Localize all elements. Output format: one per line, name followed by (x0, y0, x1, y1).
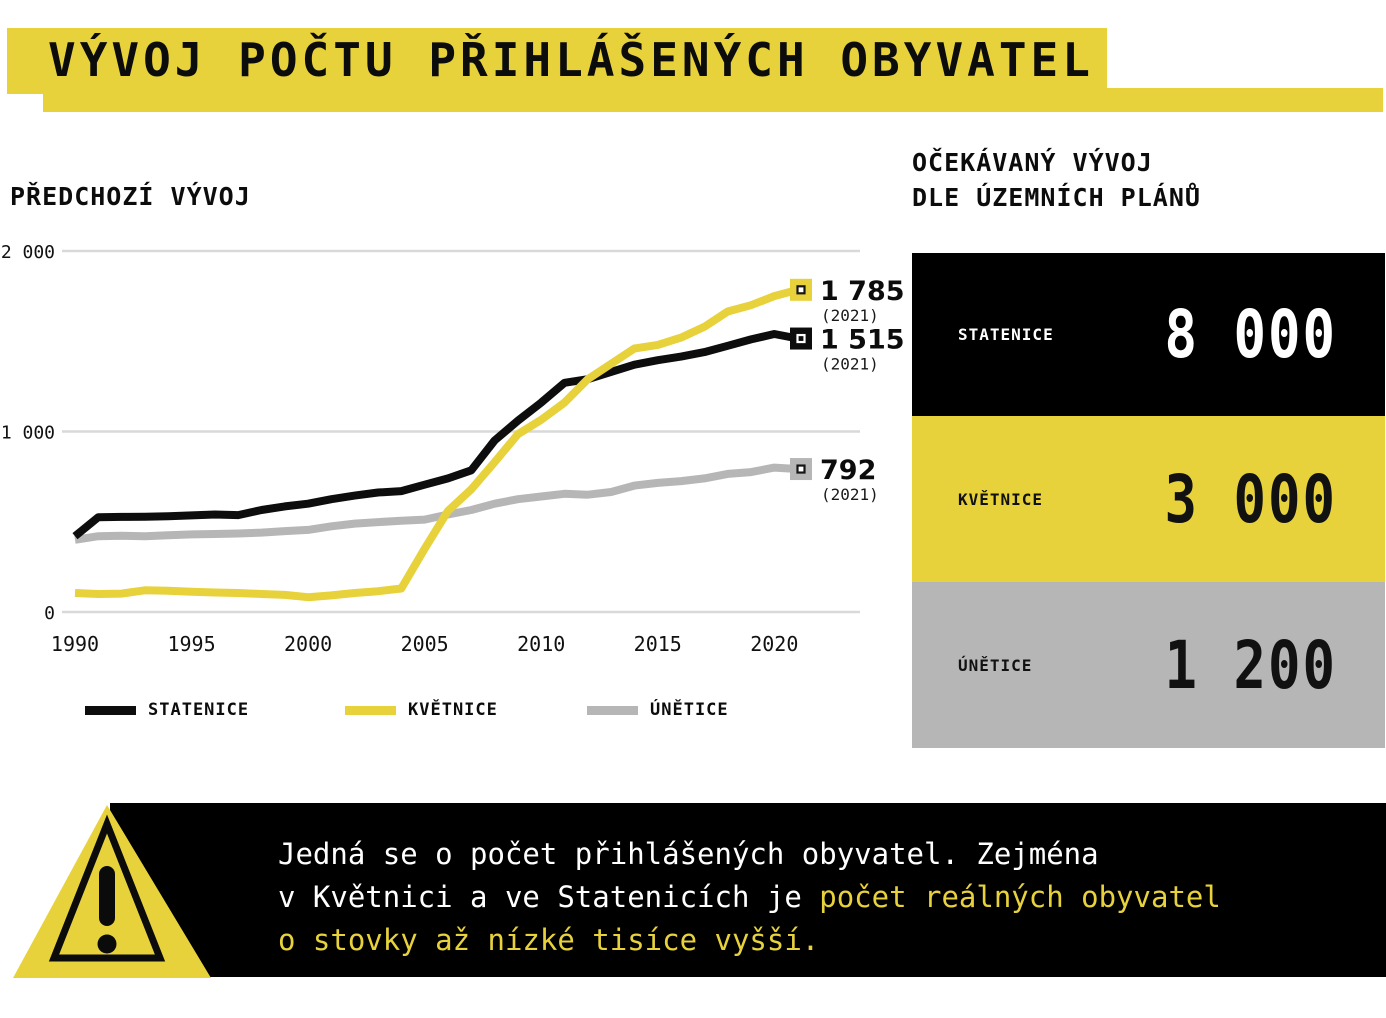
y-tick-label: 1 000 (1, 423, 55, 444)
expected-panel-title: OČEKÁVANÝ VÝVOJ DLE ÚZEMNÍCH PLÁNŮ (912, 145, 1201, 215)
end-value-label: 792 (820, 455, 876, 486)
expected-population-value: 3 000 (1164, 460, 1337, 538)
end-marker-inner (796, 285, 806, 295)
legend-swatch-statenice (85, 705, 136, 715)
municipality-name: ÚNĚTICE (958, 655, 1033, 675)
x-tick-label: 2010 (517, 632, 565, 656)
end-marker-inner (796, 464, 806, 474)
warning-text: Jedná se o počet přihlášených obyvatel. … (278, 833, 1221, 962)
x-tick-label: 1995 (167, 632, 215, 656)
title-banner (7, 28, 1107, 94)
warning-line: v Květnici a ve Statenicích je počet reá… (278, 880, 1221, 914)
x-tick-label: 2005 (401, 632, 449, 656)
x-tick-label: 2020 (750, 632, 798, 656)
y-tick-label: 0 (44, 603, 55, 624)
municipality-name: STATENICE (958, 325, 1054, 344)
warning-triangle-icon (13, 805, 211, 978)
end-value-caption: (2021) (821, 355, 879, 374)
series-line-květnice (74, 285, 799, 602)
end-value-label: 1 515 (820, 325, 905, 356)
legend-label: ÚNĚTICE (650, 700, 729, 720)
warning-line: Jedná se o počet přihlášených obyvatel. … (278, 837, 1099, 871)
y-tick-label: 2 000 (1, 242, 55, 263)
expected-population-value: 8 000 (1164, 296, 1337, 373)
end-marker-statenice (790, 327, 812, 350)
end-value-caption: (2021) (821, 485, 879, 504)
expected-title-line2: DLE ÚZEMNÍCH PLÁNŮ (912, 183, 1201, 212)
legend-label: KVĚTNICE (408, 700, 498, 720)
warning-line: o stovky až nízké tisíce vyšší. (278, 923, 820, 957)
legend-label: STATENICE (148, 700, 250, 720)
expected-population-value: 1 200 (1164, 626, 1337, 704)
end-value-label: 1 785 (820, 276, 905, 307)
municipality-name: KVĚTNICE (958, 489, 1044, 509)
warning-banner (110, 803, 1386, 977)
expected-title-line1: OČEKÁVANÝ VÝVOJ (912, 148, 1153, 177)
x-tick-label: 2000 (284, 632, 332, 656)
x-tick-label: 2015 (634, 632, 682, 656)
legend-item-statenice: STATENICE (85, 699, 249, 721)
legend-item-unetice: ÚNĚTICE (587, 699, 729, 721)
expected-block-kvetnice: KVĚTNICE 3 000 (912, 416, 1385, 582)
end-value-caption: (2021) (821, 306, 879, 325)
x-tick-label: 1990 (51, 632, 99, 656)
legend-item-kvetnice: KVĚTNICE (345, 699, 498, 721)
expected-block-statenice: STATENICE 8 000 (912, 253, 1385, 416)
page-title: VÝVOJ POČTU PŘIHLÁŠENÝCH OBYVATEL (48, 33, 1094, 87)
expected-block-unetice: ÚNĚTICE 1 200 (912, 582, 1385, 748)
legend-swatch-unetice (587, 705, 638, 715)
line-chart: 0 1 000 2 000 1990 1995 2000 2005 2010 2015 2020 7… (1, 242, 905, 656)
chart-title: PŘEDCHOZÍ VÝVOJ (10, 182, 251, 211)
series-line-únětice (74, 463, 798, 544)
end-marker-inner (796, 333, 806, 344)
series-line-statenice (72, 330, 799, 540)
legend-swatch-kvetnice (345, 705, 396, 715)
